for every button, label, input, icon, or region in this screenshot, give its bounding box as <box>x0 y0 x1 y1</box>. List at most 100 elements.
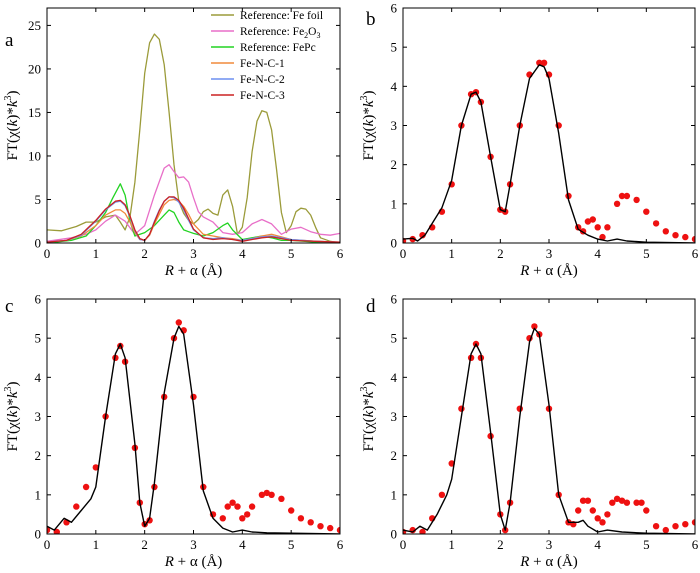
legend-label: Reference: Fe2O3 <box>240 26 320 40</box>
y-axis-label-part: )* <box>5 107 21 120</box>
series-group <box>403 59 695 243</box>
x-tick-label: 0 <box>400 537 407 552</box>
data-point <box>288 507 295 514</box>
data-point <box>604 511 611 518</box>
plot-frame <box>402 7 696 244</box>
legend-label-part: O <box>308 26 316 38</box>
x-axis-label-rest: + α (Å) <box>529 554 577 570</box>
y-tick-label: 3 <box>35 409 42 424</box>
x-tick-label: 4 <box>239 246 246 261</box>
panel-letter: c <box>5 296 13 317</box>
data-point <box>239 515 246 522</box>
series-line-3 <box>47 198 340 243</box>
x-tick-label: 3 <box>190 537 197 552</box>
plot-frame <box>402 298 696 535</box>
legend-label: Fe-N-C-3 <box>240 90 285 102</box>
x-tick-label: 4 <box>594 537 601 552</box>
y-axis-label-part: )* <box>5 398 21 411</box>
data-point <box>278 495 285 502</box>
data-point <box>682 233 689 241</box>
data-point <box>579 497 587 504</box>
x-axis-label-var: R <box>519 554 529 570</box>
data-point <box>234 503 241 510</box>
y-axis-label-k: k <box>5 391 21 398</box>
y-tick-label: 15 <box>28 105 41 120</box>
fit-line <box>47 325 340 534</box>
data-point <box>175 319 182 326</box>
data-point <box>540 59 548 66</box>
x-axis-label: R + α (Å) <box>519 263 578 279</box>
data-point <box>613 200 621 207</box>
x-tick-label: 3 <box>546 537 553 552</box>
data-point <box>691 235 695 243</box>
data-point <box>327 524 334 532</box>
y-tick-label: 5 <box>35 331 42 346</box>
legend-label: Fe-N-C-2 <box>240 74 285 86</box>
y-axis-label-k: k <box>361 100 377 107</box>
y-axis-label-k: k <box>361 391 377 398</box>
y-axis-label: FT(χ(k)*k3) <box>359 91 377 161</box>
x-tick-label: 2 <box>141 246 148 261</box>
x-tick-label: 1 <box>93 246 100 261</box>
y-axis-label: FT(χ(k)*k3) <box>3 382 21 452</box>
data-point <box>531 323 538 330</box>
legend-label-sub: 2 <box>304 31 308 40</box>
y-axis-label-exp: 3 <box>3 96 14 101</box>
data-point <box>224 503 231 510</box>
y-axis-label-k: k <box>5 119 21 126</box>
data-point <box>516 405 523 412</box>
data-point <box>633 196 640 204</box>
y-tick-label: 4 <box>391 370 398 385</box>
data-point <box>190 393 197 401</box>
y-tick-label: 5 <box>35 192 42 207</box>
x-tick-label: 5 <box>643 246 650 261</box>
data-point <box>589 216 596 223</box>
data-point <box>643 208 650 215</box>
data-point <box>618 497 626 504</box>
data-point <box>599 233 606 241</box>
data-point <box>604 224 611 231</box>
series-line-4 <box>47 196 340 243</box>
y-tick-label: 0 <box>391 527 398 542</box>
y-axis-label-part: ) <box>361 91 377 96</box>
data-point <box>662 526 669 534</box>
y-axis-label-part: ) <box>5 91 21 96</box>
y-tick-label: 10 <box>28 148 41 163</box>
y-axis-label: FT(χ(k)*k3) <box>3 91 21 161</box>
series-line-0 <box>47 33 340 243</box>
y-tick-label: 1 <box>391 196 398 211</box>
legend-label: Reference: Fe foil <box>240 10 323 22</box>
legend-label-sub: 3 <box>316 31 320 40</box>
data-point <box>613 495 621 502</box>
y-tick-label: 1 <box>35 487 42 502</box>
x-axis-label-var: R <box>164 263 174 279</box>
x-axis-label: R + α (Å) <box>519 554 578 570</box>
y-tick-label: 4 <box>391 79 398 94</box>
data-point <box>244 511 251 518</box>
y-axis-label-k: k <box>5 100 21 107</box>
y-axis-label-k: k <box>361 410 377 417</box>
x-tick-label: 1 <box>93 537 100 552</box>
data-point <box>409 235 416 243</box>
y-tick-label: 2 <box>391 448 398 463</box>
x-axis-label-rest: + α (Å) <box>174 554 222 570</box>
y-axis-label-k: k <box>5 410 21 417</box>
x-tick-label: 2 <box>497 246 504 261</box>
data-point <box>336 526 340 534</box>
x-tick-label: 0 <box>44 537 51 552</box>
data-point <box>691 519 695 526</box>
data-point <box>263 489 270 497</box>
data-point <box>47 526 51 534</box>
fit-line <box>403 64 695 243</box>
y-tick-label: 6 <box>391 292 398 307</box>
panel-letter: a <box>5 30 14 51</box>
data-point <box>623 499 631 506</box>
data-point <box>438 491 446 498</box>
series-group <box>47 33 340 243</box>
y-tick-label: 3 <box>391 118 398 133</box>
data-point <box>268 491 275 498</box>
y-axis-label-part: )* <box>361 107 377 120</box>
